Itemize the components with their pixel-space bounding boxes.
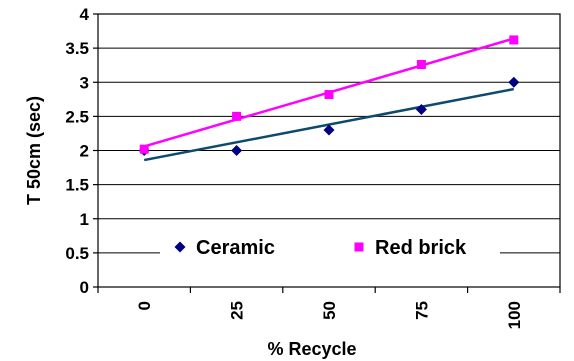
y-axis-ticks: 0 0.5 1 1.5 2 2.5 3 3.5 4 <box>65 5 98 297</box>
legend: Ceramic Red brick <box>160 230 500 264</box>
y-tick-label: 1 <box>80 210 89 229</box>
x-tick-label: 100 <box>505 301 524 329</box>
legend-background <box>160 230 500 264</box>
y-tick-label: 4 <box>80 5 90 24</box>
x-axis-title: % Recycle <box>267 339 356 359</box>
y-tick-label: 1.5 <box>65 176 89 195</box>
y-axis-title: T 50cm (sec) <box>24 96 44 205</box>
point-red-brick <box>232 111 242 121</box>
point-red-brick <box>509 35 519 45</box>
y-tick-label: 3 <box>80 73 89 92</box>
x-axis-ticks: 0 25 50 75 100 <box>97 287 561 329</box>
legend-label-ceramic: Ceramic <box>196 237 275 259</box>
x-tick-label: 25 <box>228 301 247 320</box>
y-tick-label: 2 <box>80 142 89 161</box>
y-tick-label: 2.5 <box>65 107 89 126</box>
y-tick-label: 3.5 <box>65 39 89 58</box>
point-red-brick <box>139 144 149 154</box>
point-ceramic <box>415 104 427 116</box>
legend-marker-red-brick <box>354 242 364 252</box>
legend-label-red-brick: Red brick <box>375 237 467 259</box>
point-ceramic <box>231 145 243 156</box>
point-red-brick <box>324 90 334 100</box>
legend-marker-ceramic <box>174 241 186 253</box>
x-tick-label: 0 <box>135 301 154 310</box>
x-tick-label: 75 <box>412 301 431 320</box>
data-points <box>138 35 520 156</box>
point-ceramic <box>508 76 520 88</box>
point-ceramic <box>323 124 335 136</box>
y-tick-label: 0 <box>80 278 89 297</box>
x-tick-label: 50 <box>320 301 339 320</box>
point-red-brick <box>416 60 426 70</box>
y-tick-label: 0.5 <box>65 244 89 263</box>
plot-area-border <box>97 13 561 288</box>
